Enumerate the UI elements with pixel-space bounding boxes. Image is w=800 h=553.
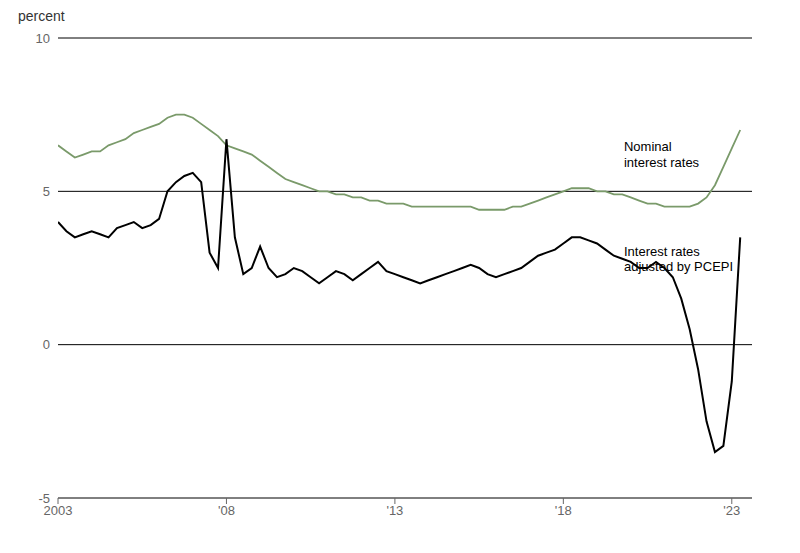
svg-text:'18: '18: [555, 503, 572, 518]
svg-text:5: 5: [43, 184, 50, 199]
svg-text:'13: '13: [386, 503, 403, 518]
svg-text:Interest ratesadjusted by PCEP: Interest ratesadjusted by PCEPI: [624, 244, 733, 275]
svg-text:'23: '23: [723, 503, 740, 518]
svg-text:2003: 2003: [43, 503, 73, 519]
svg-text:-5: -5: [38, 491, 50, 506]
svg-text:10: 10: [36, 31, 50, 46]
svg-text:Nominalinterest rates: Nominalinterest rates: [624, 139, 700, 170]
svg-text:0: 0: [43, 337, 50, 352]
svg-text:'08: '08: [218, 503, 235, 518]
html-text:percent: percent: [18, 8, 65, 24]
